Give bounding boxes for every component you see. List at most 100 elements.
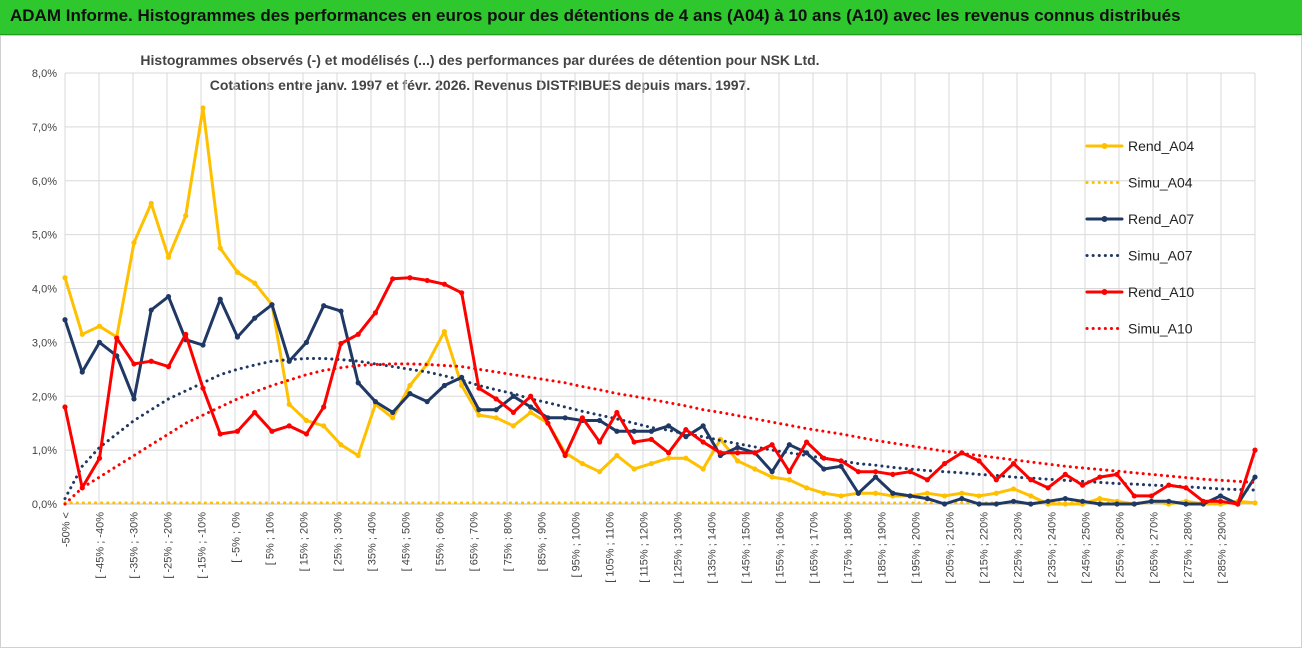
x-tick-label: [ -45% ; -40% bbox=[95, 512, 107, 579]
x-tick-label: [ 195% ; 200% bbox=[911, 512, 923, 584]
data-point-rend-a10 bbox=[338, 340, 344, 347]
x-tick-label: [ 205% ; 210% bbox=[945, 512, 957, 584]
data-point-rend-a04 bbox=[821, 490, 827, 496]
data-point-rend-a10 bbox=[510, 409, 517, 416]
data-point-rend-a10 bbox=[579, 415, 585, 421]
data-point-rend-a10 bbox=[476, 385, 482, 391]
data-point-rend-a10 bbox=[114, 335, 120, 341]
x-tick-label: [ 35% ; 40% bbox=[367, 512, 379, 572]
data-point-rend-a04 bbox=[131, 240, 137, 246]
data-point-rend-a04 bbox=[493, 415, 499, 421]
data-point-rend-a07 bbox=[1045, 498, 1051, 504]
data-point-rend-a04 bbox=[148, 200, 154, 206]
gridlines bbox=[64, 72, 1256, 505]
data-point-rend-a10 bbox=[459, 290, 465, 296]
data-point-rend-a07 bbox=[890, 490, 896, 496]
data-point-rend-a07 bbox=[1166, 498, 1172, 504]
data-point-rend-a07 bbox=[666, 423, 672, 429]
data-point-rend-a04 bbox=[700, 466, 706, 472]
legend-label: Simu_A07 bbox=[1128, 248, 1193, 264]
data-point-rend-a10 bbox=[1010, 460, 1017, 467]
data-point-rend-a10 bbox=[890, 471, 896, 477]
x-tick-label: [ 65% ; 70% bbox=[469, 512, 481, 572]
data-point-rend-a10 bbox=[803, 439, 810, 445]
data-point-rend-a04 bbox=[838, 493, 844, 499]
data-point-rend-a04 bbox=[1097, 496, 1103, 502]
x-tick-label: -50% < bbox=[61, 512, 73, 547]
data-point-rend-a04 bbox=[96, 323, 103, 329]
x-tick-label: [ -15% ; -10% bbox=[197, 512, 209, 579]
data-point-rend-a10 bbox=[493, 396, 499, 402]
x-tick-label: [ 125% ; 130% bbox=[673, 512, 685, 584]
data-point-rend-a10 bbox=[96, 455, 103, 461]
data-point-rend-a04 bbox=[579, 460, 585, 467]
data-point-rend-a10 bbox=[252, 409, 258, 416]
data-point-rend-a10 bbox=[62, 404, 68, 410]
data-point-rend-a04 bbox=[976, 493, 982, 499]
x-tick-label: [ 175% ; 180% bbox=[843, 512, 855, 584]
x-tick-label: [ 25% ; 30% bbox=[333, 512, 345, 572]
data-point-rend-a04 bbox=[1010, 486, 1017, 492]
data-point-rend-a04 bbox=[459, 382, 465, 389]
legend-label: Rend_A10 bbox=[1128, 284, 1194, 300]
data-point-rend-a10 bbox=[1166, 482, 1172, 488]
legend: Rend_A04 Simu_A04 Rend_A07 Simu_A07 Rend_A10… bbox=[1085, 138, 1194, 337]
x-tick-label: [ 95% ; 100% bbox=[571, 512, 583, 578]
data-point-rend-a10 bbox=[786, 469, 792, 475]
data-point-rend-a10 bbox=[872, 469, 879, 475]
data-point-rend-a04 bbox=[321, 423, 327, 429]
x-tick-label: [ 45% ; 50% bbox=[401, 512, 413, 572]
data-point-rend-a04 bbox=[476, 412, 482, 418]
data-point-rend-a04 bbox=[441, 329, 448, 335]
data-point-rend-a07 bbox=[407, 390, 413, 397]
data-point-rend-a10 bbox=[855, 469, 861, 475]
data-point-rend-a10 bbox=[821, 455, 827, 461]
data-point-rend-a04 bbox=[769, 474, 775, 480]
data-point-rend-a10 bbox=[1148, 493, 1155, 499]
data-point-rend-a07 bbox=[924, 496, 930, 502]
report-header: ADAM Informe. Histogrammes des performan… bbox=[0, 0, 1302, 35]
data-point-rend-a10 bbox=[1217, 498, 1224, 504]
x-tick-label: [ 165% ; 170% bbox=[809, 512, 821, 584]
data-point-rend-a10 bbox=[1183, 485, 1189, 491]
data-point-rend-a10 bbox=[562, 452, 568, 459]
legend-label: Simu_A04 bbox=[1128, 175, 1193, 191]
data-point-rend-a10 bbox=[131, 361, 137, 367]
data-point-rend-a07 bbox=[838, 463, 844, 469]
data-point-rend-a07 bbox=[321, 303, 327, 309]
data-point-rend-a04 bbox=[959, 490, 965, 496]
data-point-rend-a07 bbox=[562, 415, 568, 421]
data-point-rend-a07 bbox=[1183, 501, 1189, 507]
y-tick-label: 0,0% bbox=[32, 499, 57, 511]
data-point-rend-a10 bbox=[303, 431, 310, 437]
data-point-rend-a07 bbox=[959, 496, 965, 502]
data-point-rend-a04 bbox=[355, 452, 361, 459]
data-point-rend-a10 bbox=[217, 431, 223, 437]
data-point-rend-a07 bbox=[769, 469, 775, 475]
x-tick-label: [ 285% ; 290% bbox=[1217, 512, 1229, 584]
data-point-rend-a04 bbox=[993, 490, 999, 496]
data-point-rend-a07 bbox=[872, 474, 879, 480]
data-point-rend-a10 bbox=[200, 385, 206, 391]
x-tick-label: [ -35% ; -30% bbox=[129, 512, 141, 579]
data-point-rend-a07 bbox=[683, 434, 689, 440]
data-point-rend-a10 bbox=[1114, 471, 1120, 477]
data-point-rend-a07 bbox=[648, 428, 654, 434]
data-point-rend-a10 bbox=[941, 460, 948, 467]
data-point-rend-a10 bbox=[269, 428, 275, 434]
data-point-rend-a07 bbox=[441, 382, 448, 389]
data-point-rend-a10 bbox=[165, 364, 172, 370]
data-point-rend-a07 bbox=[821, 466, 827, 472]
x-tick-label: [ 235% ; 240% bbox=[1047, 512, 1059, 584]
data-point-rend-a04 bbox=[252, 280, 258, 286]
data-point-rend-a07 bbox=[1131, 501, 1137, 507]
data-point-rend-a07 bbox=[200, 342, 206, 348]
data-point-rend-a10 bbox=[372, 310, 379, 316]
x-tick-label: [ -5% ; 0% bbox=[231, 512, 243, 563]
data-point-rend-a10 bbox=[735, 450, 741, 456]
series-line-simu-a10 bbox=[63, 362, 1257, 506]
data-point-rend-a10 bbox=[1079, 482, 1086, 488]
data-point-rend-a07 bbox=[700, 423, 706, 429]
data-point-rend-a10 bbox=[769, 442, 775, 448]
data-point-rend-a10 bbox=[407, 275, 413, 281]
